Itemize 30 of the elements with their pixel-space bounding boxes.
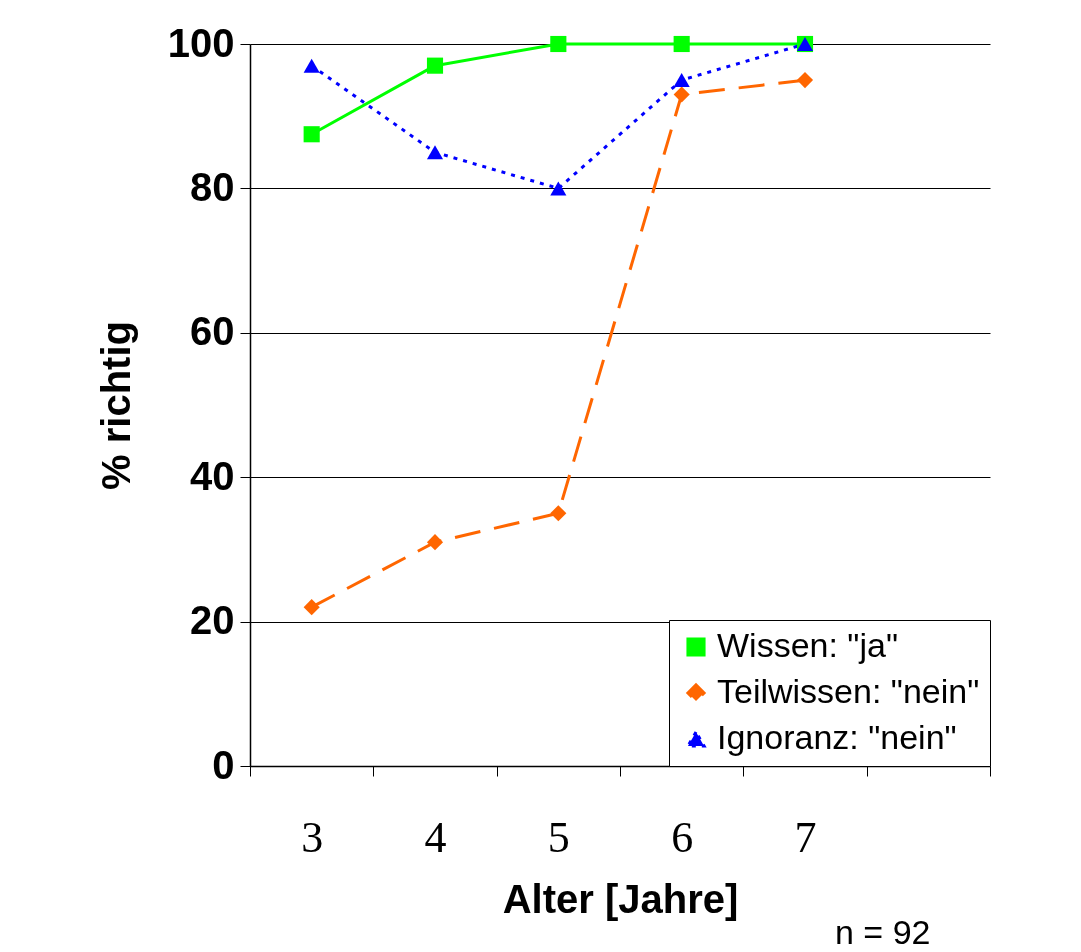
point [673, 35, 690, 53]
legend-label: Wissen: "ja" [717, 626, 898, 664]
text: n = 92 [835, 913, 931, 951]
x-tick-label: 3 [301, 812, 324, 862]
point [426, 145, 444, 160]
point [303, 126, 320, 143]
y-tick-label: 60 [190, 309, 235, 354]
y-tick-label: 0 [212, 742, 235, 787]
x-tick-label: 4 [424, 812, 447, 862]
y-tick-label: 80 [190, 164, 235, 209]
point [303, 599, 320, 616]
y-tick-label: 100 [167, 20, 235, 65]
point [673, 73, 690, 88]
point [550, 35, 567, 53]
point [303, 58, 320, 73]
x-tick-label: 6 [671, 812, 694, 862]
legend-label: Teilwissen: "nein" [717, 672, 980, 710]
x-axis-title: Alter [Jahre] [502, 876, 739, 921]
point [426, 57, 444, 74]
y-tick-label: 20 [190, 598, 235, 643]
point [550, 181, 567, 196]
y-tick-label: 40 [190, 453, 235, 498]
point [426, 534, 444, 551]
x-tick-label: 5 [547, 812, 570, 862]
point [550, 505, 567, 522]
legend-label: Ignoranz: "nein" [717, 718, 957, 756]
point [796, 72, 814, 89]
y-axis-title: % richtig [93, 321, 138, 490]
point [673, 86, 690, 103]
x-tick-label: 7 [794, 812, 817, 862]
